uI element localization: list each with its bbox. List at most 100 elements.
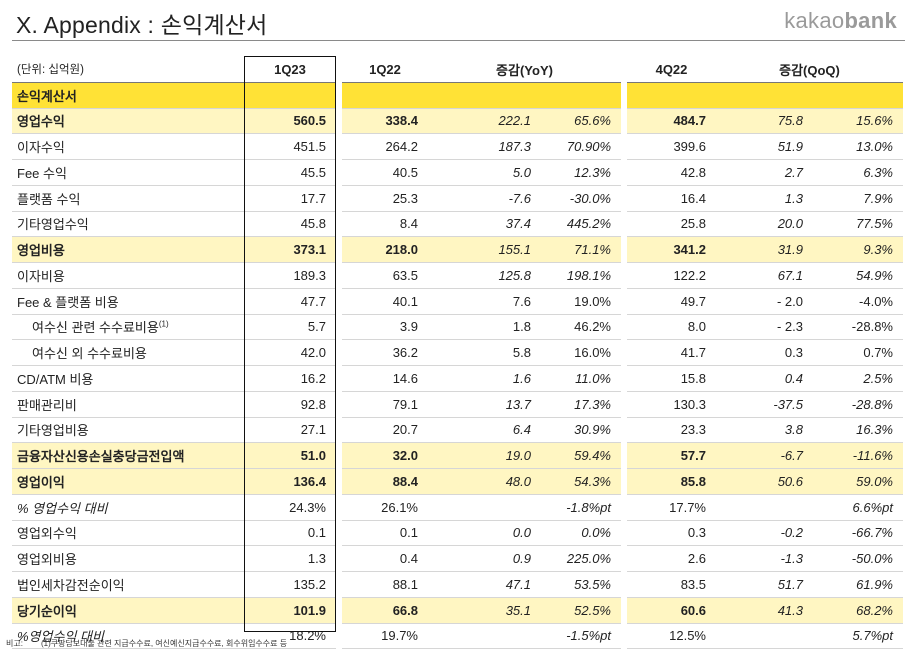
value-yoy-change: 187.3 <box>428 133 541 160</box>
row-label: 여수신 관련 수수료비용(1) <box>12 314 244 341</box>
value-qoq-pct: -28.8% <box>813 314 903 341</box>
value-qoq-change: 3.8 <box>716 417 813 444</box>
row-label: 판매관리비 <box>12 391 244 418</box>
value-yoy-change: 37.4 <box>428 211 541 238</box>
value-1q23: 451.5 <box>244 133 336 160</box>
value-qoq-pct: -50.0% <box>813 545 903 572</box>
table-row: 여수신 관련 수수료비용(1) 5.7 3.9 1.8 46.2% 8.0- 2.3 -28… <box>12 314 903 341</box>
unit-label: (단위: 십억원) <box>12 57 244 83</box>
value-1q22: 338.4 <box>342 108 428 135</box>
value-qoq-change: 31.9 <box>716 236 813 263</box>
value-qoq-change: 41.3 <box>716 597 813 624</box>
value-qoq-change: 0.3 <box>716 339 813 366</box>
row-label-text: 이자수익 <box>17 140 65 156</box>
kakaobank-logo: kakaobank <box>784 8 897 34</box>
value-1q23: 16.2 <box>244 365 336 392</box>
value-4q22: 17.7% <box>627 494 716 521</box>
value-1q22: 0.4 <box>342 545 428 572</box>
table-row: 기타영업수익 45.8 8.4 37.4 445.2% 25.8 20.0 77.5% <box>12 211 903 238</box>
value-qoq-pct: 5.7%pt <box>813 623 903 650</box>
value-qoq-change <box>716 623 813 650</box>
value-1q22: 63.5 <box>342 262 428 289</box>
value-qoq-pct: 16.3% <box>813 417 903 444</box>
table-row: 영업수익 560.5 338.4 222.1 65.6% 484.7 75.8 15.6% <box>12 108 903 135</box>
value-qoq-pct: 6.3% <box>813 159 903 186</box>
value-qoq-change: -1.3 <box>716 545 813 572</box>
section-header-row: 손익계산서 <box>12 82 903 109</box>
title-divider <box>12 40 905 41</box>
value-yoy-pct: 70.90% <box>541 133 621 160</box>
value-yoy-change: 155.1 <box>428 236 541 263</box>
row-label-text: CD/ATM 비용 <box>17 371 94 387</box>
value-1q22: 25.3 <box>342 185 428 212</box>
value-1q22: 14.6 <box>342 365 428 392</box>
value-1q22: 36.2 <box>342 339 428 366</box>
logo-bold: bank <box>844 8 897 33</box>
row-label: 당기순이익 <box>12 597 244 624</box>
value-4q22: 12.5% <box>627 623 716 650</box>
value-1q22: 0.1 <box>342 520 428 547</box>
row-label-text: % 영업수익 대비 <box>17 500 108 516</box>
value-yoy-change: 19.0 <box>428 442 541 469</box>
value-qoq-change: 50.6 <box>716 468 813 495</box>
value-4q22: 23.3 <box>627 417 716 444</box>
value-yoy-change: 0.0 <box>428 520 541 547</box>
value-4q22: 42.8 <box>627 159 716 186</box>
value-1q22: 40.5 <box>342 159 428 186</box>
value-qoq-pct: 54.9% <box>813 262 903 289</box>
value-qoq-pct: 59.0% <box>813 468 903 495</box>
row-label-text: %영업수익 대비 <box>17 629 104 645</box>
row-label: 영업외수익 <box>12 520 244 547</box>
value-qoq-pct: -11.6% <box>813 442 903 469</box>
value-qoq-change: -6.7 <box>716 442 813 469</box>
table-row: % 영업수익 대비 24.3% 26.1% -1.8%pt 17.7% 6.6%pt <box>12 494 903 521</box>
row-label: %영업수익 대비 <box>12 623 244 650</box>
value-4q22: 16.4 <box>627 185 716 212</box>
col-header-1q22: 1Q22 <box>342 57 428 83</box>
value-yoy-change <box>428 494 541 521</box>
value-yoy-pct: 198.1% <box>541 262 621 289</box>
value-4q22: 83.5 <box>627 571 716 598</box>
value-1q23: 27.1 <box>244 417 336 444</box>
value-1q23: 42.0 <box>244 339 336 366</box>
value-1q23: 101.9 <box>244 597 336 624</box>
row-label-text: Fee & 플랫폼 비용 <box>17 294 119 310</box>
value-1q22: 3.9 <box>342 314 428 341</box>
value-qoq-pct: 77.5% <box>813 211 903 238</box>
value-yoy-pct: 71.1% <box>541 236 621 263</box>
table-row: Fee & 플랫폼 비용 47.7 40.1 7.6 19.0% 49.7- 2.0 -4.… <box>12 288 903 315</box>
table-row: Fee 수익 45.5 40.5 5.0 12.3% 42.8 2.7 6.3% <box>12 159 903 186</box>
table-row: 법인세차감전순이익 135.2 88.1 47.1 53.5% 83.5 51.7 61.9% <box>12 571 903 598</box>
row-label-text: 여수신 외 수수료비용 <box>32 346 147 362</box>
value-1q22: 218.0 <box>342 236 428 263</box>
value-yoy-pct: 54.3% <box>541 468 621 495</box>
value-4q22: 49.7 <box>627 288 716 315</box>
value-yoy-pct: 17.3% <box>541 391 621 418</box>
value-yoy-pct: 52.5% <box>541 597 621 624</box>
value-yoy-change: 35.1 <box>428 597 541 624</box>
table-row: 영업외비용 1.3 0.4 0.9 225.0% 2.6 -1.3 -50.0% <box>12 545 903 572</box>
section-label: 손익계산서 <box>12 82 244 109</box>
col-header-qoq: 증감(QoQ) <box>716 57 903 83</box>
row-label: 영업비용 <box>12 236 244 263</box>
table-row: 판매관리비 92.8 79.1 13.7 17.3% 130.3 -37.5 -28.8% <box>12 391 903 418</box>
col-header-yoy: 증감(YoY) <box>428 57 621 83</box>
row-label: 영업외비용 <box>12 545 244 572</box>
table-row: 당기순이익 101.9 66.8 35.1 52.5% 60.6 41.3 68.2% <box>12 597 903 624</box>
value-qoq-change: 51.9 <box>716 133 813 160</box>
value-qoq-pct: 68.2% <box>813 597 903 624</box>
value-4q22: 130.3 <box>627 391 716 418</box>
value-yoy-change: -7.6 <box>428 185 541 212</box>
value-1q22: 19.7% <box>342 623 428 650</box>
value-qoq-pct: 13.0% <box>813 133 903 160</box>
value-1q22: 88.4 <box>342 468 428 495</box>
value-1q23: 1.3 <box>244 545 336 572</box>
value-yoy-change: 7.6 <box>428 288 541 315</box>
value-1q23: 24.3% <box>244 494 336 521</box>
value-1q22: 26.1% <box>342 494 428 521</box>
row-label: 법인세차감전순이익 <box>12 571 244 598</box>
value-4q22: 341.2 <box>627 236 716 263</box>
row-label: 금융자산신용손실충당금전입액 <box>12 442 244 469</box>
value-yoy-change: 6.4 <box>428 417 541 444</box>
value-1q22: 8.4 <box>342 211 428 238</box>
